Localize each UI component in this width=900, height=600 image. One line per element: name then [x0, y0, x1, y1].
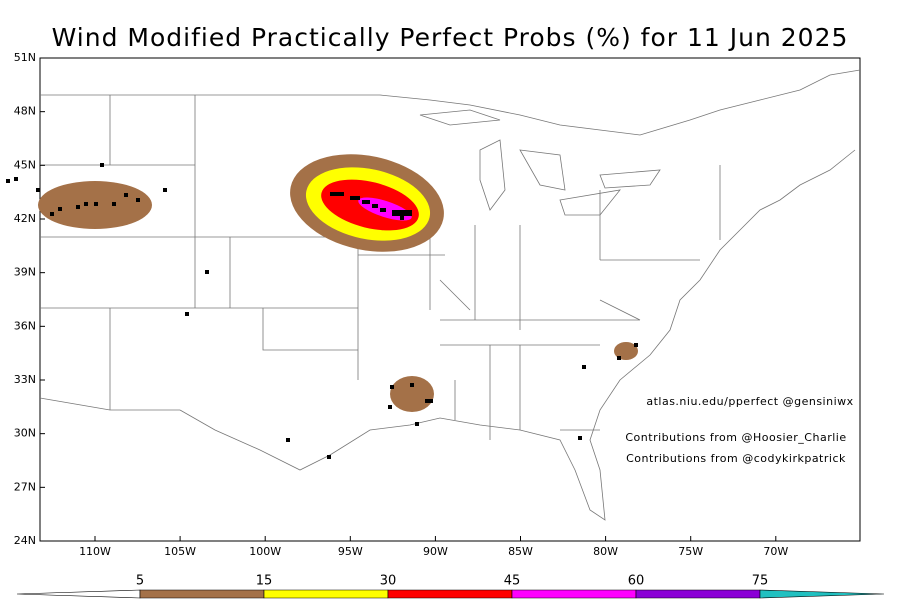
colorbar-segment: [387, 589, 513, 599]
lon-label: 100W: [249, 545, 281, 558]
credit: Contributions from @Hoosier_Charlie: [625, 431, 846, 444]
lat-label: 39N: [14, 266, 36, 279]
lat-label: 24N: [14, 534, 36, 547]
colorbar-label: 75: [752, 574, 769, 589]
colorbar-label: 30: [380, 574, 397, 589]
colorbar-segment: [139, 589, 265, 599]
lon-label: 75W: [678, 545, 703, 558]
credit: atlas.niu.edu/pperfect @gensiniwx: [646, 395, 853, 408]
lat-label: 33N: [14, 373, 36, 386]
lat-label: 45N: [14, 158, 36, 171]
map-title: Wind Modified Practically Perfect Probs …: [52, 23, 849, 52]
colorbar-segment: [759, 589, 885, 599]
credit: Contributions from @codykirkpatrick: [626, 452, 846, 465]
colorbar-segment: [511, 589, 637, 599]
colorbar-label: 60: [628, 574, 645, 589]
colorbar-segment: [16, 589, 141, 599]
colorbar-label: 45: [504, 574, 521, 589]
lon-label: 80W: [593, 545, 618, 558]
lon-label: 90W: [423, 545, 448, 558]
colorbar-segment: [635, 589, 761, 599]
colorbar-label: 5: [136, 574, 144, 589]
storm-reports: [6, 163, 638, 459]
lat-label: 30N: [14, 427, 36, 440]
lon-label: 105W: [164, 545, 196, 558]
basemap: [39, 57, 861, 542]
lon-label: 70W: [763, 545, 788, 558]
lon-label: 85W: [508, 545, 533, 558]
lat-label: 48N: [14, 105, 36, 118]
lat-label: 27N: [14, 480, 36, 493]
colorbar-label: 15: [256, 574, 273, 589]
lon-label: 110W: [79, 545, 111, 558]
colorbar-segment: [263, 589, 389, 599]
lat-label: 42N: [14, 212, 36, 225]
lat-label: 36N: [14, 319, 36, 332]
lat-label: 51N: [14, 51, 36, 64]
lon-label: 95W: [338, 545, 363, 558]
